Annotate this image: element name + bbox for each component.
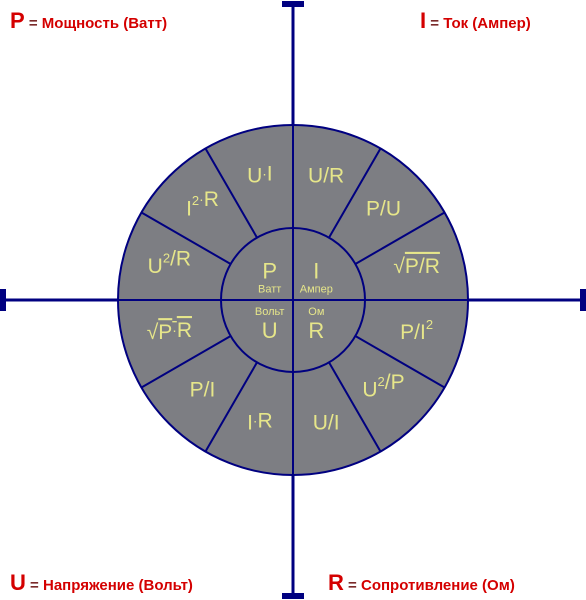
equals-sign: = [426, 15, 443, 32]
formula-text: U/R [308, 164, 344, 187]
formula-text: P/U [366, 197, 401, 220]
formula-text: P/I [190, 378, 216, 401]
equals-sign: = [344, 577, 361, 594]
quadrant-symbol: I [313, 258, 319, 283]
corner-label-tr: I = Ток (Ампер) [420, 8, 531, 34]
corner-symbol: R [328, 570, 344, 595]
quadrant-unit: Ампер [300, 284, 333, 296]
formula-text: U/I [313, 411, 340, 434]
corner-label-tl: P = Мощность (Ватт) [10, 8, 167, 34]
formula-text: √P·R [147, 319, 192, 344]
quadrant-symbol: P [262, 258, 277, 283]
corner-label-br: R = Сопротивление (Ом) [328, 570, 515, 596]
corner-text: Ток (Ампер) [443, 15, 531, 32]
ohms-law-wheel: U·IU/RP/U√P/RP/I2U2/PU/II·RP/I√P·RU2/RI2… [0, 0, 586, 600]
corner-text: Сопротивление (Ом) [361, 577, 515, 594]
formula-text: I·R [247, 409, 273, 434]
corner-label-bl: U = Напряжение (Вольт) [10, 570, 193, 596]
equals-sign: = [26, 577, 43, 594]
formula-text: √P/R [393, 254, 440, 277]
corner-text: Напряжение (Вольт) [43, 577, 193, 594]
corner-text: Мощность (Ватт) [42, 15, 167, 32]
formula-text: U·I [247, 162, 273, 187]
quadrant-unit: Ватт [258, 284, 281, 296]
quadrant-symbol: R [308, 318, 324, 343]
corner-symbol: U [10, 570, 26, 595]
quadrant-symbol: U [262, 318, 278, 343]
corner-symbol: P [10, 8, 25, 33]
quadrant-unit: Вольт [255, 306, 285, 318]
quadrant-unit: Ом [308, 306, 324, 318]
equals-sign: = [25, 15, 42, 32]
